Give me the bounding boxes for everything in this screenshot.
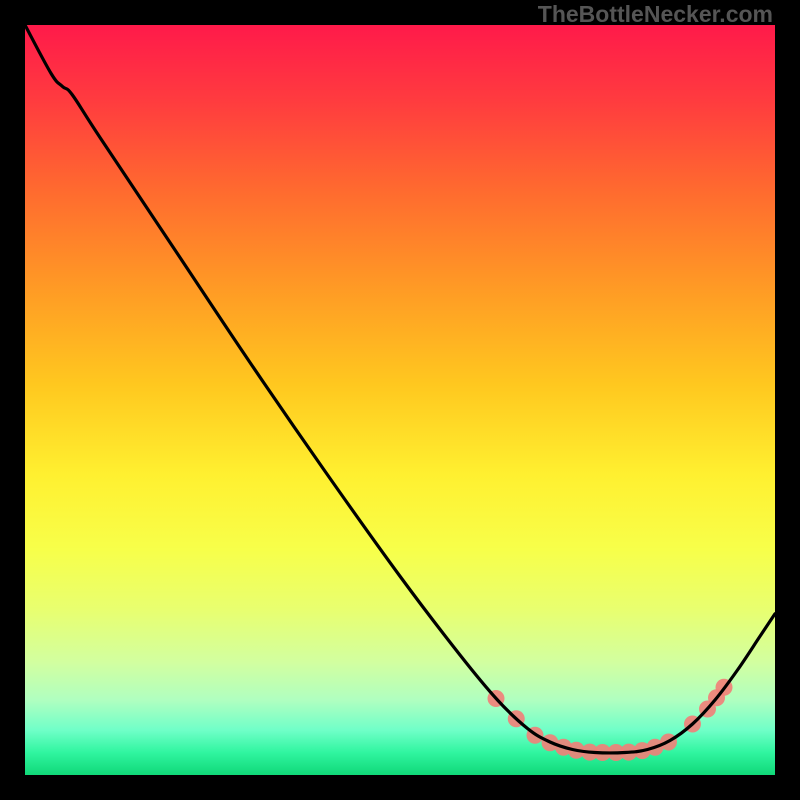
curve-path bbox=[25, 25, 775, 753]
chart-svg bbox=[25, 25, 775, 775]
watermark: TheBottleNecker.com bbox=[538, 1, 773, 28]
plot-area bbox=[25, 25, 775, 775]
